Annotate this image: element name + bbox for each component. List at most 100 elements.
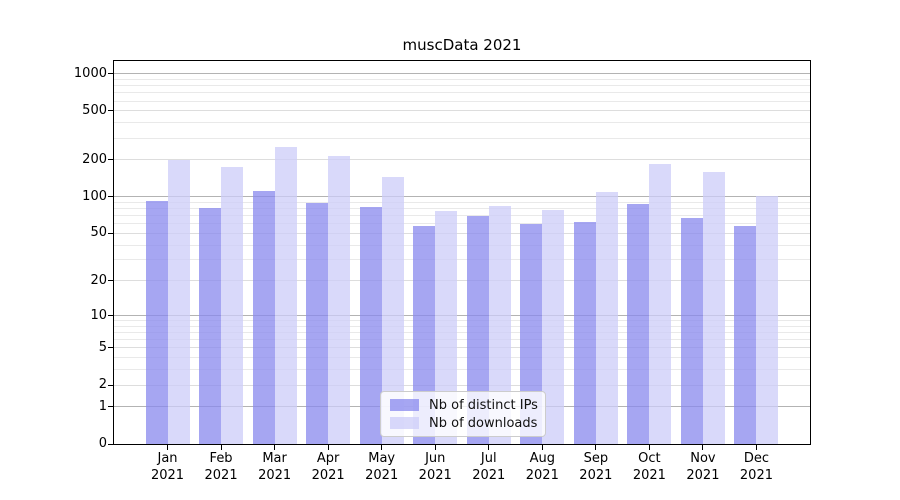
x-tick-label-sep: Sep 2021 xyxy=(579,451,613,483)
x-tick-label-apr: Apr 2021 xyxy=(311,451,345,483)
gridline-2 xyxy=(114,384,810,386)
legend-label-downloads: Nb of downloads xyxy=(429,415,538,431)
y-tick-1000 xyxy=(108,73,113,75)
x-tick-label-mar: Mar 2021 xyxy=(258,451,292,483)
bar-distinct-ips-dec xyxy=(734,226,757,444)
gridline-200 xyxy=(114,159,810,161)
bar-distinct-ips-mar xyxy=(252,191,275,444)
bar-downloads-apr xyxy=(328,155,351,444)
x-tick-oct xyxy=(648,445,650,450)
legend-row-distinct-ips: Nb of distinct IPs xyxy=(390,398,545,413)
x-tick-jul xyxy=(488,445,490,450)
y-tick-label-500: 500 xyxy=(82,102,107,118)
y-tick-0 xyxy=(108,443,113,445)
x-tick-apr xyxy=(327,445,329,450)
bar-distinct-ips-oct xyxy=(627,204,650,444)
bar-downloads-may xyxy=(381,176,404,444)
chart-title: muscData 2021 xyxy=(402,36,522,54)
y-tick-50 xyxy=(108,232,113,234)
gridline-minor-3 xyxy=(114,369,810,371)
gridline-minor-800 xyxy=(114,85,810,87)
gridline-10 xyxy=(114,315,810,316)
bar-downloads-nov xyxy=(702,172,725,444)
x-tick-mar xyxy=(274,445,276,450)
gridline-1000 xyxy=(114,73,810,75)
bar-distinct-ips-jun xyxy=(413,225,436,444)
bar-distinct-ips-feb xyxy=(199,207,222,444)
y-tick-label-1000: 1000 xyxy=(73,65,107,81)
x-tick-label-oct: Oct 2021 xyxy=(632,451,666,483)
x-tick-label-nov: Nov 2021 xyxy=(686,451,720,483)
x-tick-label-aug: Aug 2021 xyxy=(525,451,559,483)
bar-downloads-jul xyxy=(488,205,511,444)
y-tick-label-200: 200 xyxy=(82,151,107,167)
x-tick-jun xyxy=(434,445,436,450)
x-tick-label-jul: Jul 2021 xyxy=(472,451,506,483)
gridline-20 xyxy=(114,280,810,282)
bar-downloads-aug xyxy=(542,209,565,444)
legend-label-distinct-ips: Nb of distinct IPs xyxy=(429,397,538,413)
gridline-minor-90 xyxy=(114,201,810,203)
legend-row-downloads: Nb of downloads xyxy=(390,416,545,431)
bar-downloads-jan xyxy=(167,160,190,444)
gridline-minor-30 xyxy=(114,259,810,261)
y-tick-100 xyxy=(108,196,113,198)
y-tick-20 xyxy=(108,280,113,282)
gridline-minor-600 xyxy=(114,100,810,102)
bar-distinct-ips-jul xyxy=(466,215,489,444)
gridline-100 xyxy=(114,196,810,198)
gridline-minor-4 xyxy=(114,357,810,359)
legend-swatch-downloads xyxy=(390,417,419,429)
y-tick-label-1: 1 xyxy=(98,398,107,414)
bar-downloads-mar xyxy=(274,147,297,444)
bar-downloads-oct xyxy=(649,163,672,444)
legend-swatch-distinct-ips xyxy=(390,399,419,411)
x-tick-label-dec: Dec 2021 xyxy=(739,451,773,483)
y-tick-200 xyxy=(108,159,113,161)
x-tick-may xyxy=(381,445,383,450)
bar-downloads-feb xyxy=(221,166,244,444)
plot-area xyxy=(114,61,810,444)
gridline-500 xyxy=(114,110,810,112)
gridline-minor-60 xyxy=(114,223,810,225)
gridline-minor-700 xyxy=(114,92,810,94)
gridline-minor-300 xyxy=(114,137,810,139)
x-tick-label-jan: Jan 2021 xyxy=(150,451,185,483)
gridline-minor-80 xyxy=(114,208,810,210)
bar-downloads-sep xyxy=(595,191,618,444)
x-tick-sep xyxy=(595,445,597,450)
gridline-50 xyxy=(114,232,810,234)
gridline-minor-6 xyxy=(114,339,810,341)
legend: Nb of distinct IPs Nb of downloads xyxy=(380,391,546,437)
y-tick-label-20: 20 xyxy=(90,272,107,288)
bar-distinct-ips-may xyxy=(359,207,382,444)
y-tick-5 xyxy=(108,347,113,349)
bar-distinct-ips-apr xyxy=(306,202,329,444)
gridline-minor-7 xyxy=(114,332,810,334)
y-tick-label-0: 0 xyxy=(98,436,107,451)
gridline-5 xyxy=(114,347,810,349)
bar-distinct-ips-aug xyxy=(520,223,543,444)
x-tick-jan xyxy=(167,445,169,450)
gridline-minor-900 xyxy=(114,78,810,80)
plot-frame xyxy=(113,60,811,445)
x-tick-aug xyxy=(541,445,543,450)
gridline-minor-70 xyxy=(114,215,810,217)
y-tick-label-2: 2 xyxy=(98,377,107,393)
x-tick-nov xyxy=(702,445,704,450)
y-tick-1 xyxy=(108,406,113,408)
bar-distinct-ips-sep xyxy=(573,222,596,444)
gridline-minor-400 xyxy=(114,122,810,124)
bar-distinct-ips-jan xyxy=(145,200,168,444)
bar-distinct-ips-nov xyxy=(680,217,703,444)
bar-downloads-dec xyxy=(756,196,779,444)
y-tick-500 xyxy=(108,110,113,112)
gridline-minor-9 xyxy=(114,320,810,322)
gridline-minor-40 xyxy=(114,244,810,246)
x-tick-label-feb: Feb 2021 xyxy=(204,451,238,483)
gridline-minor-8 xyxy=(114,325,810,327)
x-tick-label-jun: Jun 2021 xyxy=(418,451,452,483)
x-tick-label-may: May 2021 xyxy=(365,451,399,483)
x-tick-dec xyxy=(755,445,757,450)
